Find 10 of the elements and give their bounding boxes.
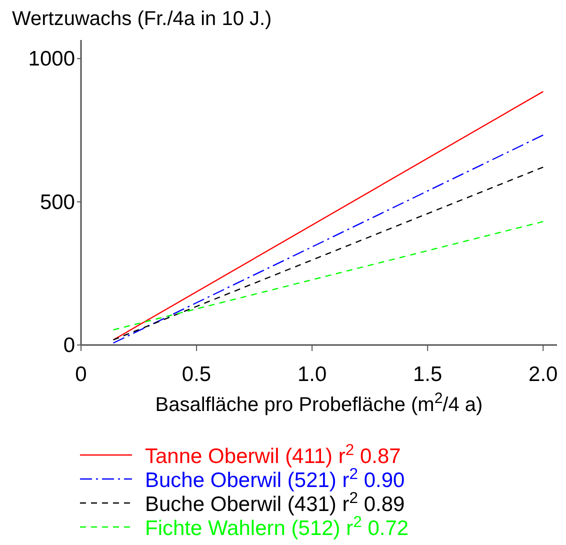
y-tick-label: 0 bbox=[63, 334, 75, 357]
y-tick-label: 1000 bbox=[28, 48, 75, 71]
y-tick-label: 500 bbox=[40, 190, 75, 214]
x-tick-label: 2.0 bbox=[528, 363, 558, 386]
x-tick-label: 1.5 bbox=[413, 363, 442, 386]
legend-label: Tanne Oberwil (411) r$^{2}$ 0.87 bbox=[145, 442, 401, 468]
y-axis-title: Wertzuwachs (Fr./4a in 10 J.) bbox=[12, 8, 272, 30]
x-tick-label: 1.0 bbox=[297, 363, 327, 386]
x-axis-title: Basalfläche pro Probefläche (m$^{2}$/4 a) bbox=[155, 390, 483, 416]
x-tick-label: 0.5 bbox=[182, 363, 212, 386]
